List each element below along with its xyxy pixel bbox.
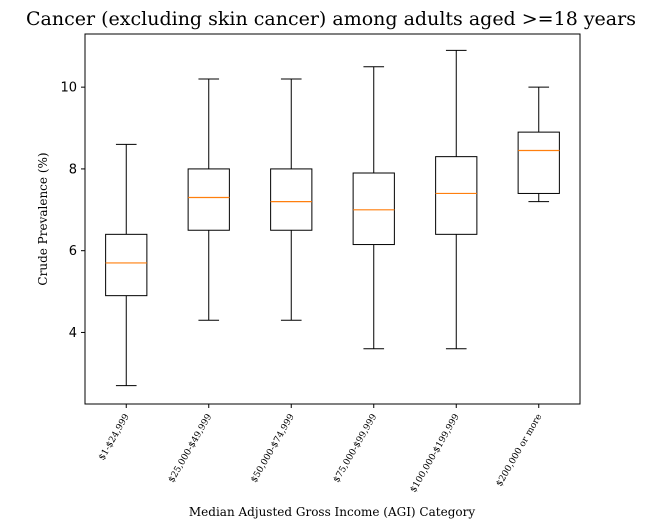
x-tick-label: $200,000 or more bbox=[495, 413, 545, 489]
box-iqr bbox=[105, 233, 148, 297]
x-tick-label: $75,000-$99,999 bbox=[332, 412, 380, 484]
box-iqr bbox=[352, 172, 395, 246]
plot-area bbox=[84, 33, 581, 405]
y-tick-label: 8 bbox=[69, 162, 77, 177]
x-axis-label: Median Adjusted Gross Income (AGI) Categ… bbox=[189, 505, 475, 519]
box-iqr bbox=[435, 156, 478, 235]
y-axis-label: Crude Prevalence (%) bbox=[36, 152, 50, 285]
x-tick-label: $25,000-$49,999 bbox=[167, 412, 215, 484]
y-tick-label: 10 bbox=[60, 81, 77, 96]
x-tick-label: $1-$24,999 bbox=[97, 412, 132, 462]
box-group bbox=[435, 49, 478, 350]
box-group bbox=[270, 78, 313, 321]
y-tick-label: 4 bbox=[69, 326, 77, 341]
box-group bbox=[352, 66, 395, 350]
box-group bbox=[105, 143, 148, 387]
boxes-layer bbox=[105, 49, 560, 387]
x-tick-label: $50,000-$74,999 bbox=[249, 412, 297, 484]
box-iqr bbox=[270, 168, 313, 231]
box-iqr bbox=[517, 131, 560, 194]
box-iqr bbox=[187, 168, 230, 231]
box-group bbox=[187, 78, 230, 321]
y-tick-label: 6 bbox=[69, 244, 77, 259]
y-axis: 4 6 8 10 bbox=[60, 81, 85, 341]
x-tick-label: $100,000-$199,999 bbox=[409, 412, 462, 494]
box-group bbox=[517, 86, 560, 203]
x-axis: $1-$24,999 $25,000-$49,999 $50,000-$74,999… bbox=[97, 404, 544, 495]
chart-title: Cancer (excluding skin cancer) among adu… bbox=[26, 8, 636, 30]
